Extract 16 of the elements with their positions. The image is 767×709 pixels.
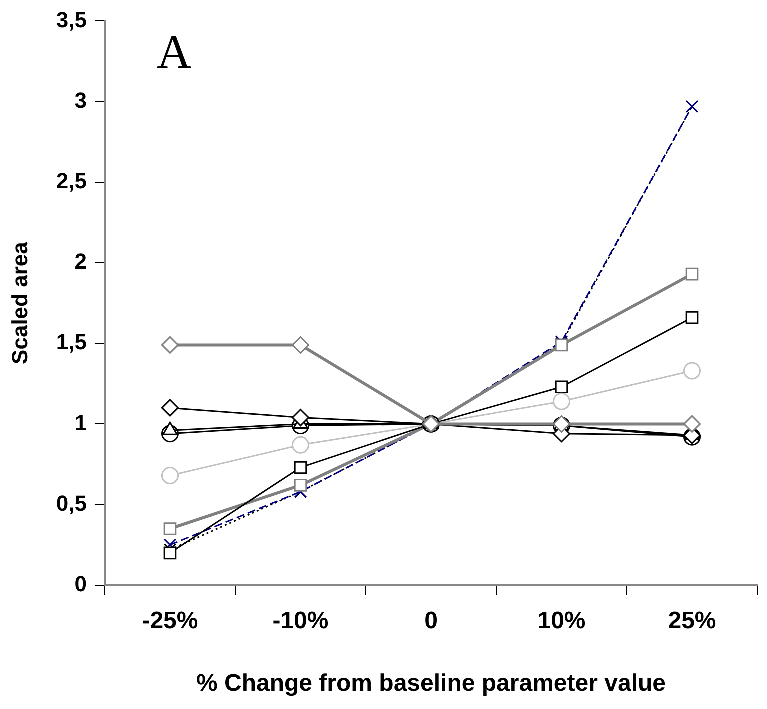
y-axis-title: Scaled area — [7, 241, 32, 364]
y-tick-label: 1,5 — [56, 330, 87, 355]
y-tick-label: 1 — [74, 410, 87, 436]
annotation: A — [156, 26, 192, 79]
x-tick-label: 0 — [424, 607, 438, 634]
x-tick-label: -25% — [142, 607, 198, 634]
y-tick-label: 2 — [74, 249, 87, 274]
x-tick-label: 25% — [668, 607, 716, 634]
y-tick-label: 3 — [74, 88, 87, 113]
y-tick-label: 3,5 — [56, 7, 87, 32]
x-axis-title: % Change from baseline parameter value — [196, 670, 666, 698]
x-tick-label: 10% — [538, 607, 586, 634]
y-tick-label: 0,5 — [56, 490, 87, 516]
y-tick-label: 0 — [74, 571, 87, 596]
x-tick-label: -10% — [272, 607, 329, 634]
y-tick-label: 2,5 — [56, 168, 87, 194]
